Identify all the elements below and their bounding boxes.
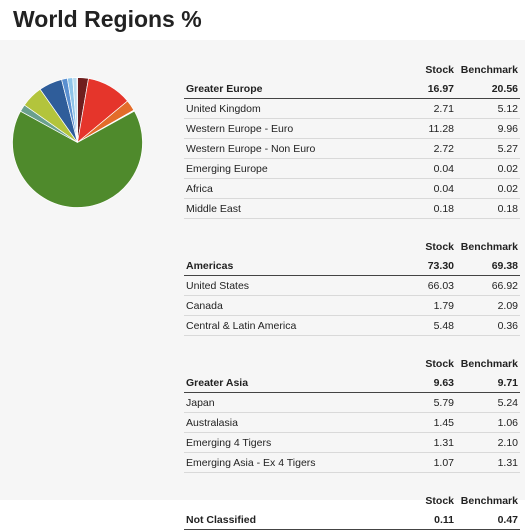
subregion-name: Western Europe - Non Euro bbox=[184, 139, 392, 159]
subregion-name: Africa bbox=[184, 179, 392, 199]
subregion-name: Emerging Asia - Ex 4 Tigers bbox=[184, 453, 392, 473]
region-stock-value: 16.97 bbox=[392, 79, 456, 99]
subregion-stock-value: 1.79 bbox=[392, 296, 456, 316]
header-label-cell bbox=[184, 237, 392, 256]
subregion-stock-value: 5.48 bbox=[392, 316, 456, 336]
subregion-benchmark-value: 5.12 bbox=[456, 99, 520, 119]
header-band: World Regions % bbox=[0, 0, 525, 40]
subregion-benchmark-value: 66.92 bbox=[456, 276, 520, 296]
subregion-benchmark-value: 2.09 bbox=[456, 296, 520, 316]
subregion-name: Australasia bbox=[184, 413, 392, 433]
subregion-stock-value: 0.04 bbox=[392, 159, 456, 179]
region-benchmark-value: 69.38 bbox=[456, 256, 520, 276]
subregion-stock-value: 2.72 bbox=[392, 139, 456, 159]
subregion-benchmark-value: 0.02 bbox=[456, 159, 520, 179]
subregion-name: Western Europe - Euro bbox=[184, 119, 392, 139]
subregion-benchmark-value: 0.02 bbox=[456, 179, 520, 199]
header-benchmark: Benchmark bbox=[456, 237, 520, 256]
region-benchmark-value: 20.56 bbox=[456, 79, 520, 99]
subregion-benchmark-value: 1.06 bbox=[456, 413, 520, 433]
header-stock: Stock bbox=[392, 354, 456, 373]
subregion-name: Middle East bbox=[184, 199, 392, 219]
section-gap bbox=[184, 336, 520, 354]
region-stock-value: 73.30 bbox=[392, 256, 456, 276]
region-name: Greater Europe bbox=[184, 79, 392, 99]
subregion-benchmark-value: 2.10 bbox=[456, 433, 520, 453]
region-stock-value: 9.63 bbox=[392, 373, 456, 393]
world-regions-pie-chart bbox=[10, 75, 145, 210]
subregion-stock-value: 11.28 bbox=[392, 119, 456, 139]
header-label-cell bbox=[184, 60, 392, 79]
subregion-benchmark-value: 9.96 bbox=[456, 119, 520, 139]
subregion-name: Emerging 4 Tigers bbox=[184, 433, 392, 453]
header-benchmark: Benchmark bbox=[456, 60, 520, 79]
header-stock: Stock bbox=[392, 60, 456, 79]
subregion-stock-value: 1.31 bbox=[392, 433, 456, 453]
subregion-name: Japan bbox=[184, 393, 392, 413]
header-stock: Stock bbox=[392, 237, 456, 256]
subregion-stock-value: 1.07 bbox=[392, 453, 456, 473]
subregion-stock-value: 5.79 bbox=[392, 393, 456, 413]
subregion-stock-value: 2.71 bbox=[392, 99, 456, 119]
subregion-name: Emerging Europe bbox=[184, 159, 392, 179]
subregion-name: Central & Latin America bbox=[184, 316, 392, 336]
subregion-stock-value: 66.03 bbox=[392, 276, 456, 296]
header-benchmark: Benchmark bbox=[456, 354, 520, 373]
region-benchmark-value: 9.71 bbox=[456, 373, 520, 393]
region-name: Greater Asia bbox=[184, 373, 392, 393]
subregion-name: United Kingdom bbox=[184, 99, 392, 119]
subregion-stock-value: 0.18 bbox=[392, 199, 456, 219]
subregion-benchmark-value: 5.24 bbox=[456, 393, 520, 413]
subregion-benchmark-value: 5.27 bbox=[456, 139, 520, 159]
region-name: Not Classified bbox=[184, 510, 392, 530]
subregion-stock-value: 0.04 bbox=[392, 179, 456, 199]
subregion-benchmark-value: 0.18 bbox=[456, 199, 520, 219]
header-benchmark: Benchmark bbox=[456, 491, 520, 510]
header-label-cell bbox=[184, 491, 392, 510]
subregion-name: United States bbox=[184, 276, 392, 296]
header-label-cell bbox=[184, 354, 392, 373]
section-gap bbox=[184, 219, 520, 237]
subregion-stock-value: 1.45 bbox=[392, 413, 456, 433]
section-gap bbox=[184, 473, 520, 491]
subregion-benchmark-value: 1.31 bbox=[456, 453, 520, 473]
page-title: World Regions % bbox=[13, 6, 202, 33]
region-benchmark-value: 0.47 bbox=[456, 510, 520, 530]
region-name: Americas bbox=[184, 256, 392, 276]
region-stock-value: 0.11 bbox=[392, 510, 456, 530]
subregion-name: Canada bbox=[184, 296, 392, 316]
subregion-benchmark-value: 0.36 bbox=[456, 316, 520, 336]
header-stock: Stock bbox=[392, 491, 456, 510]
